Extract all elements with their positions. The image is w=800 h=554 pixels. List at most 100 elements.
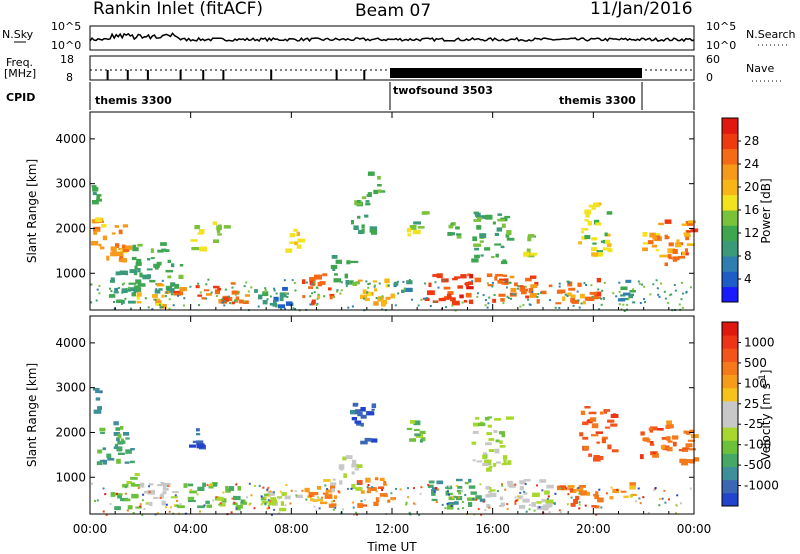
data-cell xyxy=(627,297,630,300)
data-cell xyxy=(110,251,118,257)
data-cell xyxy=(610,423,618,427)
data-cell xyxy=(319,281,326,285)
data-cell xyxy=(595,513,598,516)
data-cell xyxy=(295,494,303,498)
data-cell xyxy=(523,479,531,482)
data-cell xyxy=(450,223,454,226)
data-cell xyxy=(124,486,127,489)
data-cell xyxy=(360,407,366,412)
data-cell xyxy=(670,293,673,296)
data-cell xyxy=(463,300,468,303)
data-cell xyxy=(408,279,411,281)
y-tick-label: 1000 xyxy=(55,266,86,280)
data-cell xyxy=(489,487,492,489)
data-cell xyxy=(342,508,344,511)
data-cell xyxy=(317,496,320,499)
data-cell xyxy=(267,486,270,489)
data-cell xyxy=(578,306,581,309)
data-cell xyxy=(472,422,480,427)
data-cell xyxy=(207,278,210,281)
data-cell xyxy=(487,416,492,419)
data-cell xyxy=(683,430,688,434)
data-cell xyxy=(690,434,699,439)
data-cell xyxy=(149,501,153,507)
data-cell xyxy=(346,260,351,265)
colorbar-swatch xyxy=(722,194,738,211)
data-cell xyxy=(407,496,410,499)
colorbar-swatch xyxy=(722,348,738,362)
data-cell xyxy=(593,219,600,225)
data-cell xyxy=(178,274,184,279)
data-cell xyxy=(342,456,347,461)
data-cell xyxy=(197,282,200,285)
data-cell xyxy=(143,490,152,494)
data-cell xyxy=(177,294,179,297)
data-cell xyxy=(170,293,173,296)
data-cell xyxy=(280,307,282,310)
data-cell xyxy=(197,294,203,297)
data-cell xyxy=(484,299,487,302)
data-cell xyxy=(135,261,142,266)
data-cell xyxy=(524,483,527,486)
data-cell xyxy=(313,498,316,501)
data-cell xyxy=(364,214,369,218)
data-cell xyxy=(316,302,319,305)
data-cell xyxy=(598,488,601,491)
data-cell xyxy=(419,430,426,434)
data-cell xyxy=(99,246,105,250)
data-cell xyxy=(434,281,437,284)
data-cell xyxy=(647,240,654,245)
data-cell xyxy=(532,492,540,497)
data-cell xyxy=(504,280,507,283)
data-cell xyxy=(137,487,140,489)
data-cell xyxy=(406,280,413,285)
data-cell xyxy=(457,285,463,289)
data-cell xyxy=(593,493,597,497)
data-cell xyxy=(330,500,333,503)
data-cell xyxy=(570,294,576,298)
freq-left-tick-bottom: 8 xyxy=(66,71,73,84)
data-cell xyxy=(396,280,399,283)
colorbar-swatch xyxy=(722,271,738,288)
data-cell xyxy=(443,286,451,290)
colorbar-swatch xyxy=(722,210,738,226)
data-cell xyxy=(647,512,650,514)
data-cell xyxy=(357,482,360,485)
data-cell xyxy=(516,498,519,501)
data-cell xyxy=(674,289,677,292)
data-cell xyxy=(419,492,422,495)
data-cell xyxy=(213,239,219,243)
data-cell xyxy=(165,503,168,506)
data-cell xyxy=(576,290,579,293)
data-cell xyxy=(115,427,121,431)
data-cell xyxy=(90,240,99,246)
data-cell xyxy=(339,292,342,295)
data-cell xyxy=(360,414,367,419)
data-cell xyxy=(501,463,508,466)
data-cell xyxy=(579,432,584,437)
data-cell xyxy=(333,278,342,283)
data-cell xyxy=(658,498,661,501)
data-cell xyxy=(369,229,377,233)
data-cell xyxy=(361,224,365,229)
data-cell xyxy=(262,300,268,305)
colorbar-swatch xyxy=(722,118,738,134)
data-cell xyxy=(484,459,492,462)
data-cell xyxy=(580,302,583,305)
data-cell xyxy=(420,439,423,443)
data-cell xyxy=(489,492,497,497)
data-cell xyxy=(584,406,591,409)
data-cell xyxy=(183,483,188,488)
data-cell xyxy=(494,418,502,421)
data-cell xyxy=(505,233,510,238)
data-cell xyxy=(663,290,666,293)
data-cell xyxy=(598,308,600,311)
data-cell xyxy=(325,489,333,493)
data-cell xyxy=(317,293,320,296)
data-cell xyxy=(497,213,503,216)
data-cell xyxy=(90,301,93,304)
colorbar-swatch xyxy=(722,387,738,402)
data-cell xyxy=(581,231,584,234)
data-cell xyxy=(606,243,612,247)
data-cell xyxy=(569,488,574,492)
